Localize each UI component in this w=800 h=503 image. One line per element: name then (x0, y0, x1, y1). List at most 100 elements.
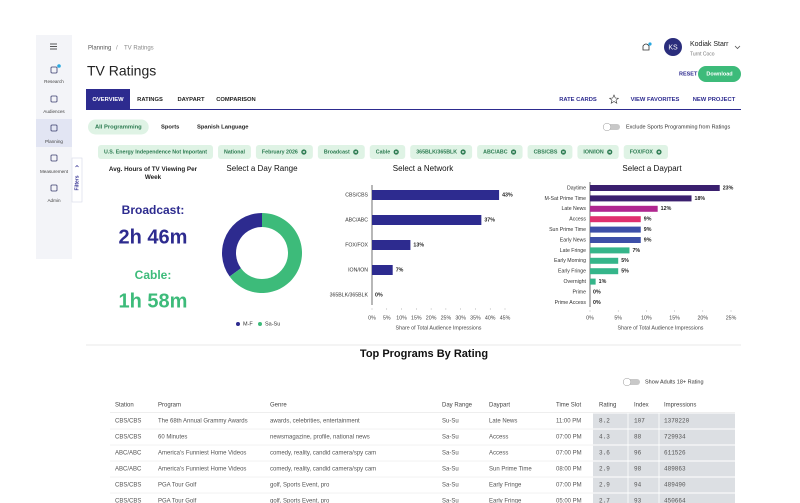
filter-tag[interactable] (369, 145, 406, 159)
sidebar-icon[interactable] (50, 66, 58, 74)
bar[interactable] (590, 195, 692, 202)
filter-tag-label: 365BLK/365BLK (416, 149, 457, 155)
filter-tag[interactable] (623, 145, 668, 159)
filter-tag[interactable] (255, 145, 313, 159)
download-button[interactable] (698, 66, 741, 82)
category-label[interactable]: Early Fringe (558, 269, 586, 275)
bar[interactable] (372, 265, 393, 275)
viewing-label: Broadcast: (122, 203, 185, 217)
bar[interactable] (590, 185, 720, 191)
star-icon[interactable] (608, 94, 620, 104)
sidebar-label[interactable]: Audiences (43, 109, 65, 114)
bar[interactable] (372, 240, 411, 250)
column-header[interactable]: Time Slot (556, 403, 581, 409)
programming-chip[interactable] (190, 119, 256, 135)
x-tick-label: 15% (411, 315, 422, 321)
user-caret[interactable] (734, 45, 741, 50)
category-label[interactable]: Overnight (564, 279, 587, 285)
bar[interactable] (590, 247, 630, 254)
metric-cells (593, 493, 735, 503)
bar[interactable] (372, 190, 500, 200)
programming-chip-label[interactable]: Spanish Language (197, 125, 249, 131)
bar[interactable] (590, 205, 658, 212)
category-label[interactable]: Late News (561, 206, 586, 212)
filter-tag[interactable] (410, 145, 473, 159)
donut-segment[interactable] (222, 213, 262, 277)
bar[interactable] (590, 237, 641, 243)
column-header[interactable]: Daypart (489, 403, 510, 409)
table-cell: ABC/ABC (115, 451, 142, 457)
category-label[interactable]: Prime Access (555, 300, 587, 306)
table-cell: 8.2 (599, 418, 610, 425)
category-label[interactable]: ABC/ABC (345, 217, 368, 223)
tab-link[interactable]: RATE CARDS (559, 97, 597, 103)
sidebar-icon[interactable] (50, 124, 58, 132)
tab[interactable]: OVERVIEW (92, 97, 124, 103)
reset-button[interactable]: RESET (679, 71, 698, 77)
tab-link[interactable]: VIEW FAVORITES (631, 97, 680, 103)
filters-tab[interactable] (71, 157, 83, 203)
category-label[interactable]: Prime (572, 289, 586, 295)
x-tick-label: 30% (455, 315, 466, 321)
tab[interactable]: RATINGS (137, 97, 163, 103)
column-header[interactable]: Index (634, 403, 649, 409)
programming-chip[interactable] (154, 119, 187, 135)
table-cell: 60 Minutes (158, 435, 187, 441)
category-label[interactable]: M-Sat Prime Time (544, 196, 586, 202)
bell-icon[interactable] (642, 43, 650, 51)
category-label[interactable]: Access (569, 217, 586, 223)
sidebar-label[interactable]: Research (44, 79, 64, 84)
programming-chip-label[interactable]: Sports (161, 125, 179, 131)
filter-tag[interactable] (577, 145, 619, 159)
bar[interactable] (372, 215, 482, 225)
donut-segment[interactable] (229, 213, 302, 294)
sidebar-label[interactable]: Planning (45, 139, 63, 144)
column-header[interactable]: Day Range (442, 403, 473, 409)
sidebar-icon[interactable] (50, 154, 58, 162)
filter-tag[interactable] (317, 145, 365, 159)
filter-tag[interactable] (98, 145, 214, 159)
viewing-value: 2h 46m (119, 226, 188, 248)
filter-tag[interactable] (527, 145, 573, 159)
menu-icon[interactable] (50, 43, 57, 50)
download-label[interactable]: Download (706, 71, 732, 77)
column-header[interactable]: Genre (270, 403, 287, 409)
category-label[interactable]: Late Fringe (560, 248, 586, 254)
column-header[interactable]: Program (158, 403, 181, 409)
sidebar-icon[interactable] (50, 184, 58, 192)
bar[interactable] (590, 257, 619, 264)
category-label[interactable]: FOX/FOX (345, 242, 368, 248)
table-cell: comedy, reality, candid camera/spy cam (270, 467, 376, 473)
filter-tag[interactable] (477, 145, 523, 159)
sidebar-label[interactable]: Measurement (40, 169, 69, 174)
sidebar-label[interactable]: Admin (47, 198, 60, 203)
bar[interactable] (590, 278, 596, 285)
toggle-knob (602, 122, 612, 132)
sidebar-icon[interactable] (50, 95, 58, 103)
breadcrumb-item[interactable]: Planning (88, 46, 111, 52)
column-header[interactable]: Rating (599, 403, 616, 409)
column-header[interactable]: Station (115, 403, 134, 409)
bar[interactable] (590, 226, 641, 233)
filter-tag[interactable] (218, 145, 251, 159)
avatar[interactable] (664, 38, 682, 56)
column-header[interactable]: Impressions (664, 403, 696, 409)
filters-tab-label[interactable]: Filters (74, 175, 80, 190)
category-label[interactable]: Sun Prime Time (549, 227, 586, 233)
programming-chip-label[interactable]: All Programming (95, 125, 142, 131)
tab-link[interactable]: NEW PROJECT (693, 97, 736, 103)
table-cell: 05:00 PM (556, 499, 582, 503)
tab[interactable]: COMPARISON (216, 97, 256, 103)
bar[interactable] (590, 268, 619, 275)
category-label[interactable]: Early Morning (554, 258, 586, 264)
category-label[interactable]: CBS/CBS (345, 192, 368, 198)
tab[interactable]: DAYPART (177, 97, 205, 103)
category-label[interactable]: Early News (560, 237, 587, 243)
category-label[interactable]: 365BLK/365BLK (330, 292, 369, 298)
bar[interactable] (590, 216, 641, 223)
category-label[interactable]: Daytime (567, 185, 586, 191)
category-label[interactable]: ION/ION (348, 267, 368, 273)
value-label: 0% (593, 289, 601, 295)
programming-chip[interactable] (88, 119, 149, 135)
x-tick-label: 45% (500, 315, 511, 321)
